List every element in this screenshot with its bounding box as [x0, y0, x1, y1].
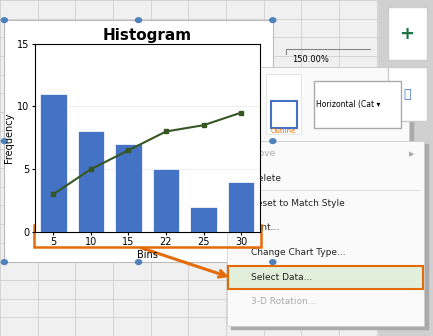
Circle shape [270, 18, 276, 23]
Circle shape [1, 260, 7, 264]
Text: Horizontal (Cat ▾: Horizontal (Cat ▾ [316, 100, 381, 109]
Bar [227, 101, 253, 128]
Y-axis label: Frequency: Frequency [4, 113, 14, 163]
Text: Move: Move [251, 150, 275, 158]
Bar [388, 67, 427, 121]
Text: Select Data...: Select Data... [251, 272, 312, 282]
Text: Reset to Match Style: Reset to Match Style [251, 199, 345, 208]
Bar [314, 81, 401, 128]
X-axis label: Bins: Bins [137, 250, 158, 260]
Circle shape [136, 260, 142, 264]
Text: Font...: Font... [251, 223, 279, 232]
Bar [228, 266, 423, 289]
Bar [40, 94, 67, 232]
Text: Outline: Outline [271, 128, 296, 134]
Circle shape [270, 260, 276, 264]
Text: Fill: Fill [236, 128, 245, 134]
Circle shape [136, 18, 142, 23]
Bar [388, 7, 427, 60]
Bar [271, 101, 297, 128]
Text: 0.00%: 0.00% [223, 144, 247, 153]
Bar [231, 144, 428, 329]
Title: Histogram: Histogram [103, 28, 192, 43]
Bar [222, 70, 413, 144]
Text: 150.00%: 150.00% [292, 55, 329, 64]
Bar [34, 225, 261, 247]
Bar [227, 141, 424, 326]
Bar [0, 0, 377, 336]
Circle shape [270, 139, 276, 143]
Bar [227, 119, 253, 128]
Text: Delete: Delete [251, 174, 281, 183]
Text: Change Chart Type...: Change Chart Type... [251, 248, 346, 257]
Text: +: + [400, 25, 414, 43]
Bar [266, 74, 301, 134]
Text: 3-D Rotation...: 3-D Rotation... [251, 297, 317, 306]
Bar [228, 182, 254, 232]
Bar [153, 169, 179, 232]
Circle shape [1, 139, 7, 143]
Bar [223, 74, 258, 134]
Text: 🖌: 🖌 [403, 88, 411, 100]
Bar [191, 207, 216, 232]
Bar [219, 67, 409, 141]
Text: ▶: ▶ [409, 152, 414, 157]
Circle shape [1, 18, 7, 23]
Bar [4, 20, 273, 262]
Bar [115, 144, 142, 232]
Bar [78, 131, 104, 232]
